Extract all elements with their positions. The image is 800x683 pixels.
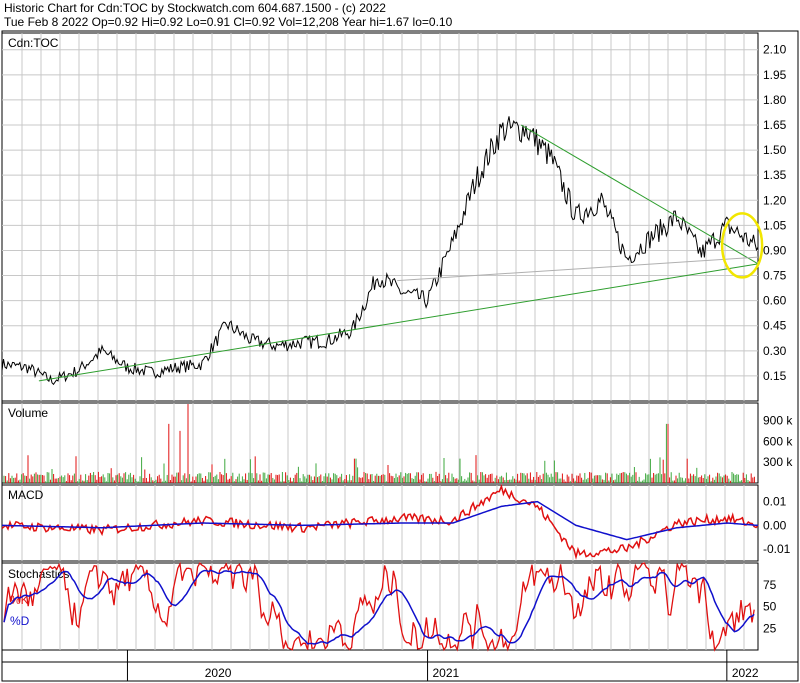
y-tick-label: 2.10 — [763, 43, 787, 57]
trendline — [397, 256, 759, 282]
y-tick-label: 0.00 — [763, 518, 787, 532]
y-tick-label: 50 — [763, 600, 777, 614]
panel-frame — [1, 402, 759, 484]
panel-label: Volume — [8, 406, 48, 420]
legend-d: %D — [10, 614, 30, 628]
y-tick-label: 1.80 — [763, 93, 787, 107]
y-tick-label: 1.65 — [763, 118, 787, 132]
x-tick-label: 2020 — [205, 666, 232, 680]
panel-label: Stochastics — [8, 567, 69, 581]
x-tick-label: 2022 — [732, 666, 759, 680]
panel-label: Cdn:TOC — [8, 36, 59, 50]
y-tick-label: 0.15 — [763, 369, 787, 383]
chart-title: Historic Chart for Cdn:TOC by Stockwatch… — [4, 1, 386, 15]
highlight-ellipse — [720, 212, 764, 279]
y-tick-label: -0.01 — [763, 542, 791, 556]
y-tick-label: 0.30 — [763, 344, 787, 358]
y-tick-label: 600 k — [763, 434, 793, 448]
y-tick-label: 0.01 — [763, 495, 787, 509]
stochastic-d-line — [3, 569, 755, 645]
panel-frame — [1, 32, 759, 402]
y-tick-label: 1.20 — [763, 193, 787, 207]
trendline — [38, 263, 759, 382]
price-line — [1, 116, 759, 386]
y-tick-label: 0.45 — [763, 319, 787, 333]
y-tick-label: 1.05 — [763, 218, 787, 232]
y-tick-label: 1.50 — [763, 143, 787, 157]
y-tick-label: 75 — [763, 578, 777, 592]
y-tick-label: 1.95 — [763, 68, 787, 82]
y-tick-label: 0.75 — [763, 269, 787, 283]
y-tick-label: 0.60 — [763, 294, 787, 308]
trendline — [520, 124, 759, 265]
quote-summary: Tue Feb 8 2022 Op=0.92 Hi=0.92 Lo=0.91 C… — [4, 15, 453, 29]
y-tick-label: 25 — [763, 621, 777, 635]
x-tick-label: 2021 — [433, 666, 460, 680]
stochastic-k-line — [3, 561, 755, 652]
y-tick-label: 300 k — [763, 455, 793, 469]
y-tick-label: 900 k — [763, 413, 793, 427]
panel-label: MACD — [8, 488, 44, 502]
y-tick-label: 1.35 — [763, 168, 787, 182]
signal-line — [2, 500, 759, 541]
y-tick-label: 0.90 — [763, 243, 787, 257]
